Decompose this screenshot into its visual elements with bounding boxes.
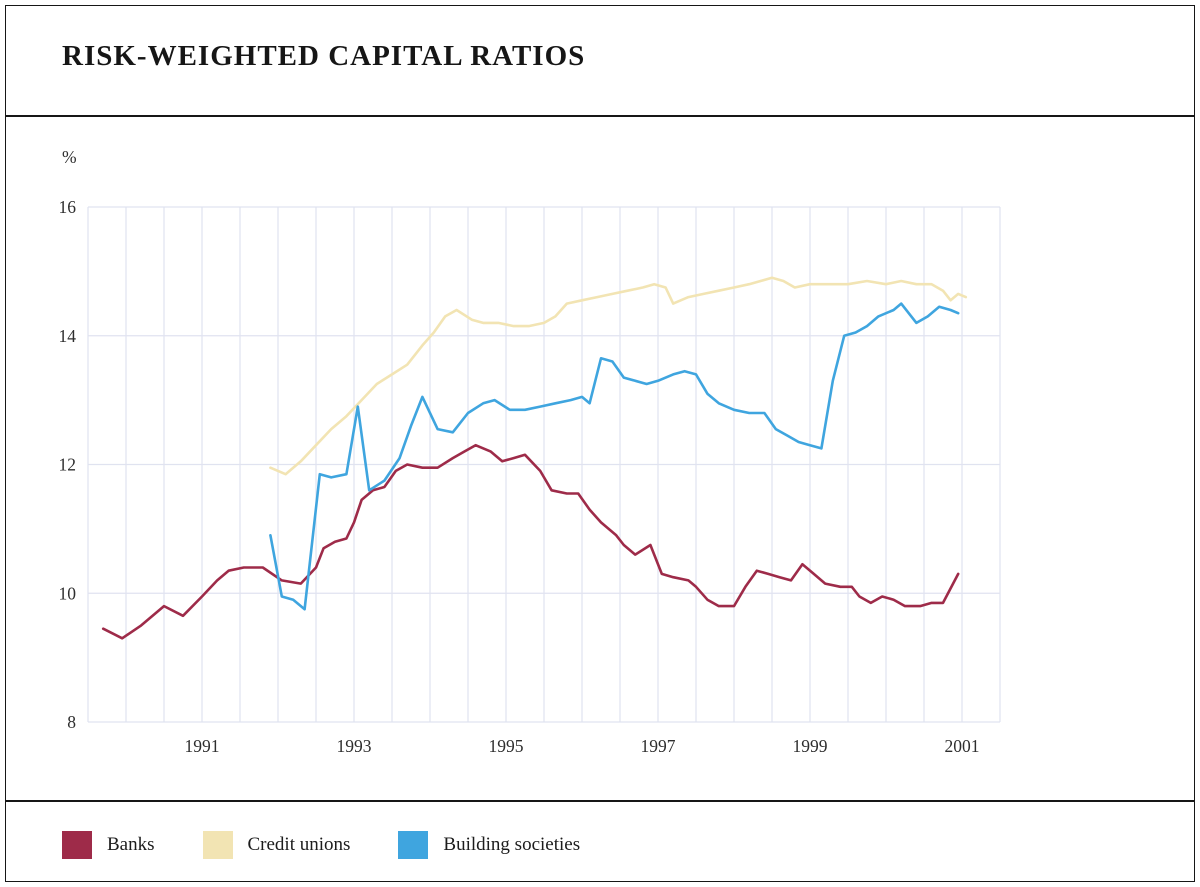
legend-swatch-building-societies xyxy=(398,831,429,859)
y-axis-tick-label: 16 xyxy=(59,197,77,217)
x-axis-tick-label: 2001 xyxy=(945,736,980,756)
legend-item-banks: Banks xyxy=(62,831,155,859)
x-axis-tick-label: 1993 xyxy=(337,736,372,756)
legend-swatch-credit-unions xyxy=(202,831,233,859)
x-axis-tick-label: 1991 xyxy=(185,736,220,756)
y-axis-tick-label: 8 xyxy=(67,712,76,732)
series-line-banks xyxy=(101,443,960,640)
legend-item-credit-unions: Credit unions xyxy=(202,831,351,859)
chart-legend: Banks Credit unions Building societies xyxy=(62,831,580,859)
legend-label-credit-unions: Credit unions xyxy=(247,834,351,855)
x-axis-tick-label: 1997 xyxy=(641,736,676,756)
y-axis-tick-label: 12 xyxy=(59,455,77,475)
series-line-building-societies xyxy=(269,302,960,611)
header-divider xyxy=(5,115,1195,117)
y-axis-unit-label: % xyxy=(62,147,77,167)
x-axis-tick-label: 1999 xyxy=(793,736,828,756)
legend-label-banks: Banks xyxy=(107,834,155,855)
x-axis-tick-label: 1995 xyxy=(489,736,524,756)
legend-label-building-societies: Building societies xyxy=(443,834,581,855)
chart-title: RISK-WEIGHTED CAPITAL RATIOS xyxy=(62,40,586,72)
legend-divider xyxy=(5,800,1195,802)
legend-swatch-banks xyxy=(62,831,92,859)
legend-item-building-societies: Building societies xyxy=(398,831,580,859)
series-line-credit-unions xyxy=(269,276,968,476)
y-axis-tick-label: 14 xyxy=(59,326,77,346)
y-axis-tick-label: 10 xyxy=(59,583,77,603)
